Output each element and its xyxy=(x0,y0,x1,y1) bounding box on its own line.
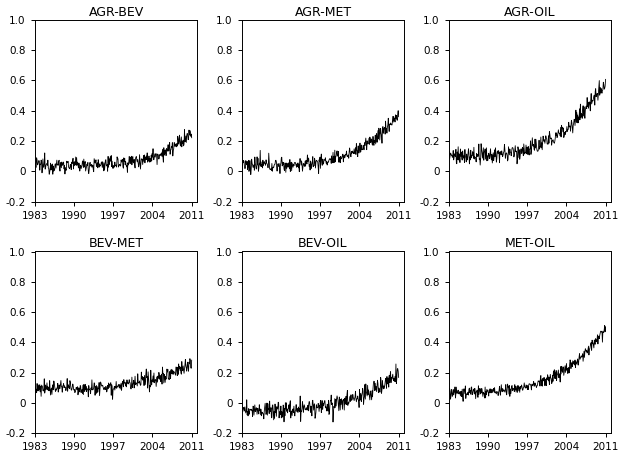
Title: AGR-BEV: AGR-BEV xyxy=(88,5,144,19)
Title: MET-OIL: MET-OIL xyxy=(504,237,555,251)
Title: BEV-MET: BEV-MET xyxy=(89,237,144,251)
Title: AGR-OIL: AGR-OIL xyxy=(504,5,556,19)
Title: AGR-MET: AGR-MET xyxy=(294,5,352,19)
Title: BEV-OIL: BEV-OIL xyxy=(298,237,348,251)
